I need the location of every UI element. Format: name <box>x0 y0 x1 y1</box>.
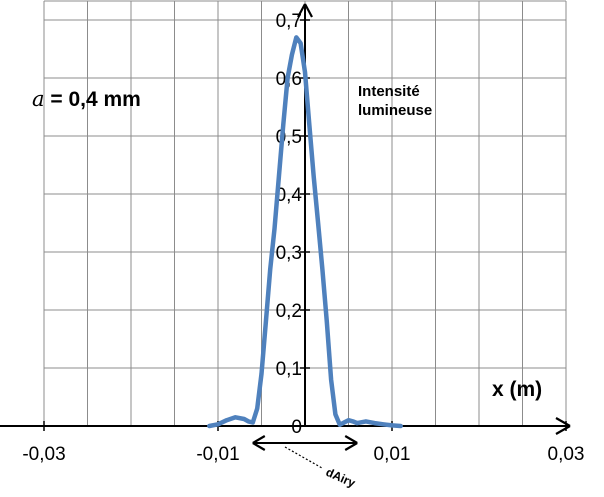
y-axis-label-line2: lumineuse <box>358 102 432 119</box>
airy-width-arrowhead-right <box>344 435 358 451</box>
y-tick-label: 0,7 <box>276 11 302 32</box>
airy-width-label: dAiry <box>324 465 358 490</box>
airy-width-leader <box>284 446 323 469</box>
y-tick-label: 0,2 <box>276 301 302 322</box>
origin-label: 0 <box>291 417 302 438</box>
param-value: = 0,4 mm <box>45 88 141 111</box>
x-tick-label: 0,01 <box>374 444 411 465</box>
param-symbol: a <box>32 87 45 111</box>
y-axis-arrowhead <box>297 3 313 18</box>
y-tick-label: 0,3 <box>276 243 302 264</box>
x-axis-arrowhead <box>555 417 571 435</box>
x-axis-label: x (m) <box>492 378 542 401</box>
x-tick-label: -0,01 <box>196 444 239 465</box>
intensity-curve <box>207 35 403 429</box>
y-axis-label-line1: Intensité <box>358 83 420 100</box>
param-annotation: a = 0,4 mm <box>32 87 141 111</box>
x-tick-label: 0,03 <box>548 444 585 465</box>
airy-width-arrowhead-left <box>252 435 266 451</box>
airy-width-arrow <box>252 435 358 451</box>
y-tick-label: 0,4 <box>276 185 303 206</box>
tick-labels: -0,03 -0,01 0,01 0,030,10,20,30,40,50,60,70 <box>22 11 584 465</box>
y-tick-label: 0,1 <box>276 359 302 380</box>
x-tick-label: -0,03 <box>22 444 65 465</box>
